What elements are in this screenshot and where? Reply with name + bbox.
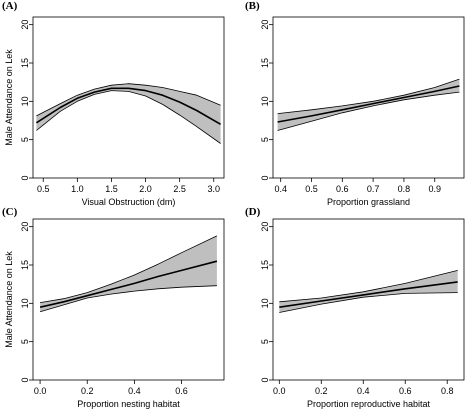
- x-tick-label: 0.8: [398, 184, 411, 194]
- y-tick-label: 20: [20, 20, 30, 30]
- x-axis-label: Proportion nesting habitat: [77, 399, 180, 409]
- y-tick-label: 0: [260, 377, 270, 382]
- lower-bound-line: [279, 292, 458, 313]
- panel-c: 0.0 0.2 0.4 0.6 0 5 10 15 20 Proportion nesting h…: [2, 206, 225, 409]
- y-tick-label: 0: [20, 175, 30, 180]
- y-tick-label: 5: [260, 137, 270, 142]
- fitted-line: [279, 281, 458, 308]
- y-tick-label: 10: [260, 298, 270, 308]
- y-tick-label: 10: [20, 298, 30, 308]
- x-tick-label: 0.2: [81, 386, 94, 396]
- y-tick-label: 15: [260, 260, 270, 270]
- panel-letter: (D): [245, 206, 261, 218]
- x-tick-label: 0.4: [357, 386, 370, 396]
- panel-letter: (A): [2, 0, 18, 12]
- x-tick-label: 0.0: [34, 386, 47, 396]
- y-tick-label: 5: [20, 339, 30, 344]
- plot-frame: [32, 16, 225, 179]
- panel-letter: (B): [245, 0, 260, 12]
- x-tick-label: 3.0: [208, 184, 221, 194]
- plot-frame: [272, 218, 465, 381]
- y-axis-label: Male Attendance on Lek: [4, 251, 14, 348]
- y-tick-label: 15: [260, 58, 270, 68]
- y-tick-label: 15: [20, 260, 30, 270]
- panel-letter: (C): [2, 206, 18, 218]
- fitted-line: [35, 87, 222, 125]
- panel-a: 0.5 1.0 1.5 2.0 2.5 3.0 0 5 10 15 20 Visual Obstruc…: [2, 0, 225, 207]
- upper-bound-line: [40, 235, 218, 303]
- x-tick-label: 0.4: [274, 184, 287, 194]
- lower-bound-line: [39, 285, 217, 313]
- plot-frame: [272, 16, 465, 179]
- panel-b: 0.4 0.5 0.6 0.7 0.8 0.9 0 5 10 15 20 Proportion gra…: [245, 0, 465, 207]
- x-tick-label: 0.2: [315, 386, 328, 396]
- x-tick-label: 0.6: [336, 184, 349, 194]
- x-tick-label: 0.0: [273, 386, 286, 396]
- x-tick-label: 0.6: [175, 386, 188, 396]
- panel-d: 0.0 0.2 0.4 0.6 0.8 0 5 10 15 20 Proportion reprod…: [245, 206, 465, 409]
- plot-frame: [32, 218, 225, 381]
- y-tick-label: 20: [260, 222, 270, 232]
- x-tick-label: 0.7: [367, 184, 380, 194]
- x-tick-label: 0.9: [428, 184, 441, 194]
- x-tick-label: 2.5: [173, 184, 186, 194]
- fitted-line: [39, 260, 218, 308]
- y-tick-label: 5: [260, 339, 270, 344]
- x-tick-label: 0.5: [305, 184, 318, 194]
- x-axis-label: Proportion reproductive habitat: [307, 399, 431, 409]
- x-tick-label: 2.0: [139, 184, 152, 194]
- x-tick-label: 0.8: [441, 386, 454, 396]
- y-axis-label: Male Attendance on Lek: [4, 49, 14, 146]
- y-tick-label: 5: [20, 137, 30, 142]
- confidence-band: [36, 83, 221, 144]
- upper-bound-line: [279, 270, 458, 303]
- y-tick-label: 0: [260, 175, 270, 180]
- y-tick-label: 20: [260, 20, 270, 30]
- y-tick-label: 20: [20, 222, 30, 232]
- x-tick-label: 1.0: [71, 184, 84, 194]
- y-tick-label: 15: [20, 58, 30, 68]
- x-tick-label: 0.5: [37, 184, 50, 194]
- upper-bound-line: [36, 83, 221, 117]
- upper-bound-line: [277, 78, 460, 114]
- y-tick-label: 10: [260, 96, 270, 106]
- confidence-band: [40, 235, 217, 312]
- x-tick-label: 0.6: [399, 386, 412, 396]
- fitted-line: [277, 85, 460, 123]
- x-axis-label: Visual Obstruction (dm): [82, 197, 176, 207]
- lower-bound-line: [36, 90, 221, 144]
- lower-bound-line: [277, 91, 460, 131]
- confidence-band: [279, 270, 458, 313]
- y-tick-label: 10: [20, 96, 30, 106]
- y-tick-label: 0: [20, 377, 30, 382]
- x-tick-label: 0.4: [128, 386, 141, 396]
- x-tick-label: 1.5: [105, 184, 118, 194]
- x-axis-label: Proportion grassland: [327, 197, 410, 207]
